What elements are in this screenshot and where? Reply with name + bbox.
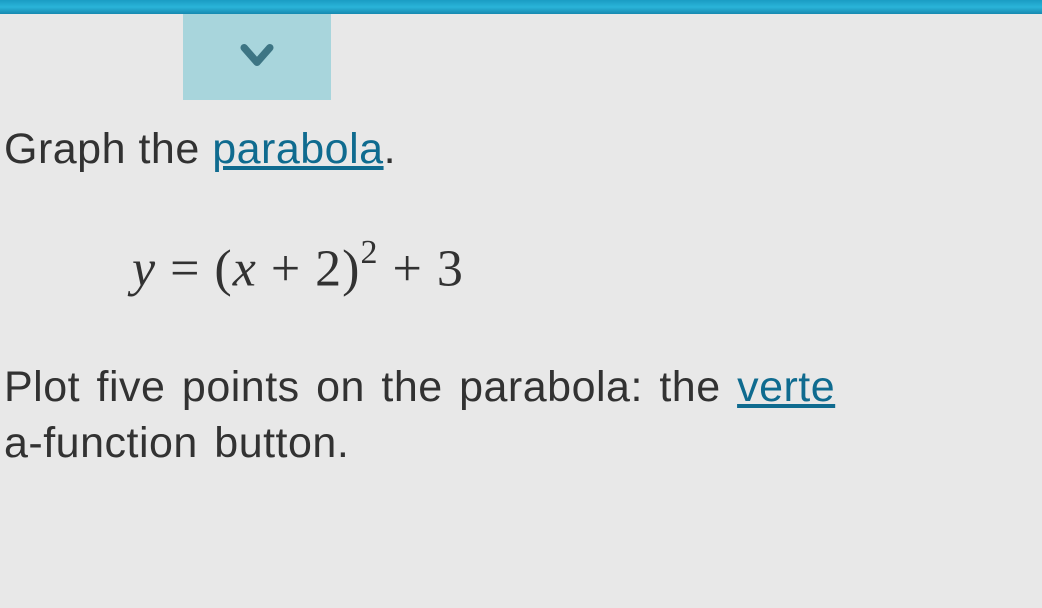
glossary-link-vertex[interactable]: verte [737, 363, 835, 411]
intro-text-pre: Graph the [4, 125, 212, 173]
equation-eq: = [170, 240, 200, 297]
equation-lparen: ( [214, 240, 232, 297]
tab-strip [0, 14, 1042, 100]
instruction-line2: a-function button. [4, 419, 349, 467]
chevron-down-icon [235, 33, 279, 82]
dropdown-tab[interactable] [183, 14, 331, 100]
problem-instruction: Plot five points on the parabola: the ve… [4, 360, 1038, 472]
equation-rparen: ) [342, 240, 360, 297]
equation-plus1: + [271, 240, 301, 297]
problem-content: Graph the parabola. y = (x + 2)2 + 3 Plo… [0, 100, 1042, 472]
equation-a: 2 [315, 240, 342, 297]
equation-b: 3 [437, 240, 464, 297]
glossary-link-parabola[interactable]: parabola [212, 125, 383, 173]
instruction-text-pre: Plot five points on the parabola: the [4, 363, 737, 411]
problem-intro: Graph the parabola. [4, 124, 1038, 176]
equation-x: x [233, 240, 257, 297]
window-top-bar [0, 0, 1042, 14]
equation-exponent: 2 [361, 234, 379, 271]
equation-plus2: + [393, 240, 423, 297]
equation-lhs: y [132, 240, 156, 297]
equation-display: y = (x + 2)2 + 3 [132, 238, 1038, 298]
intro-text-post: . [384, 125, 396, 173]
